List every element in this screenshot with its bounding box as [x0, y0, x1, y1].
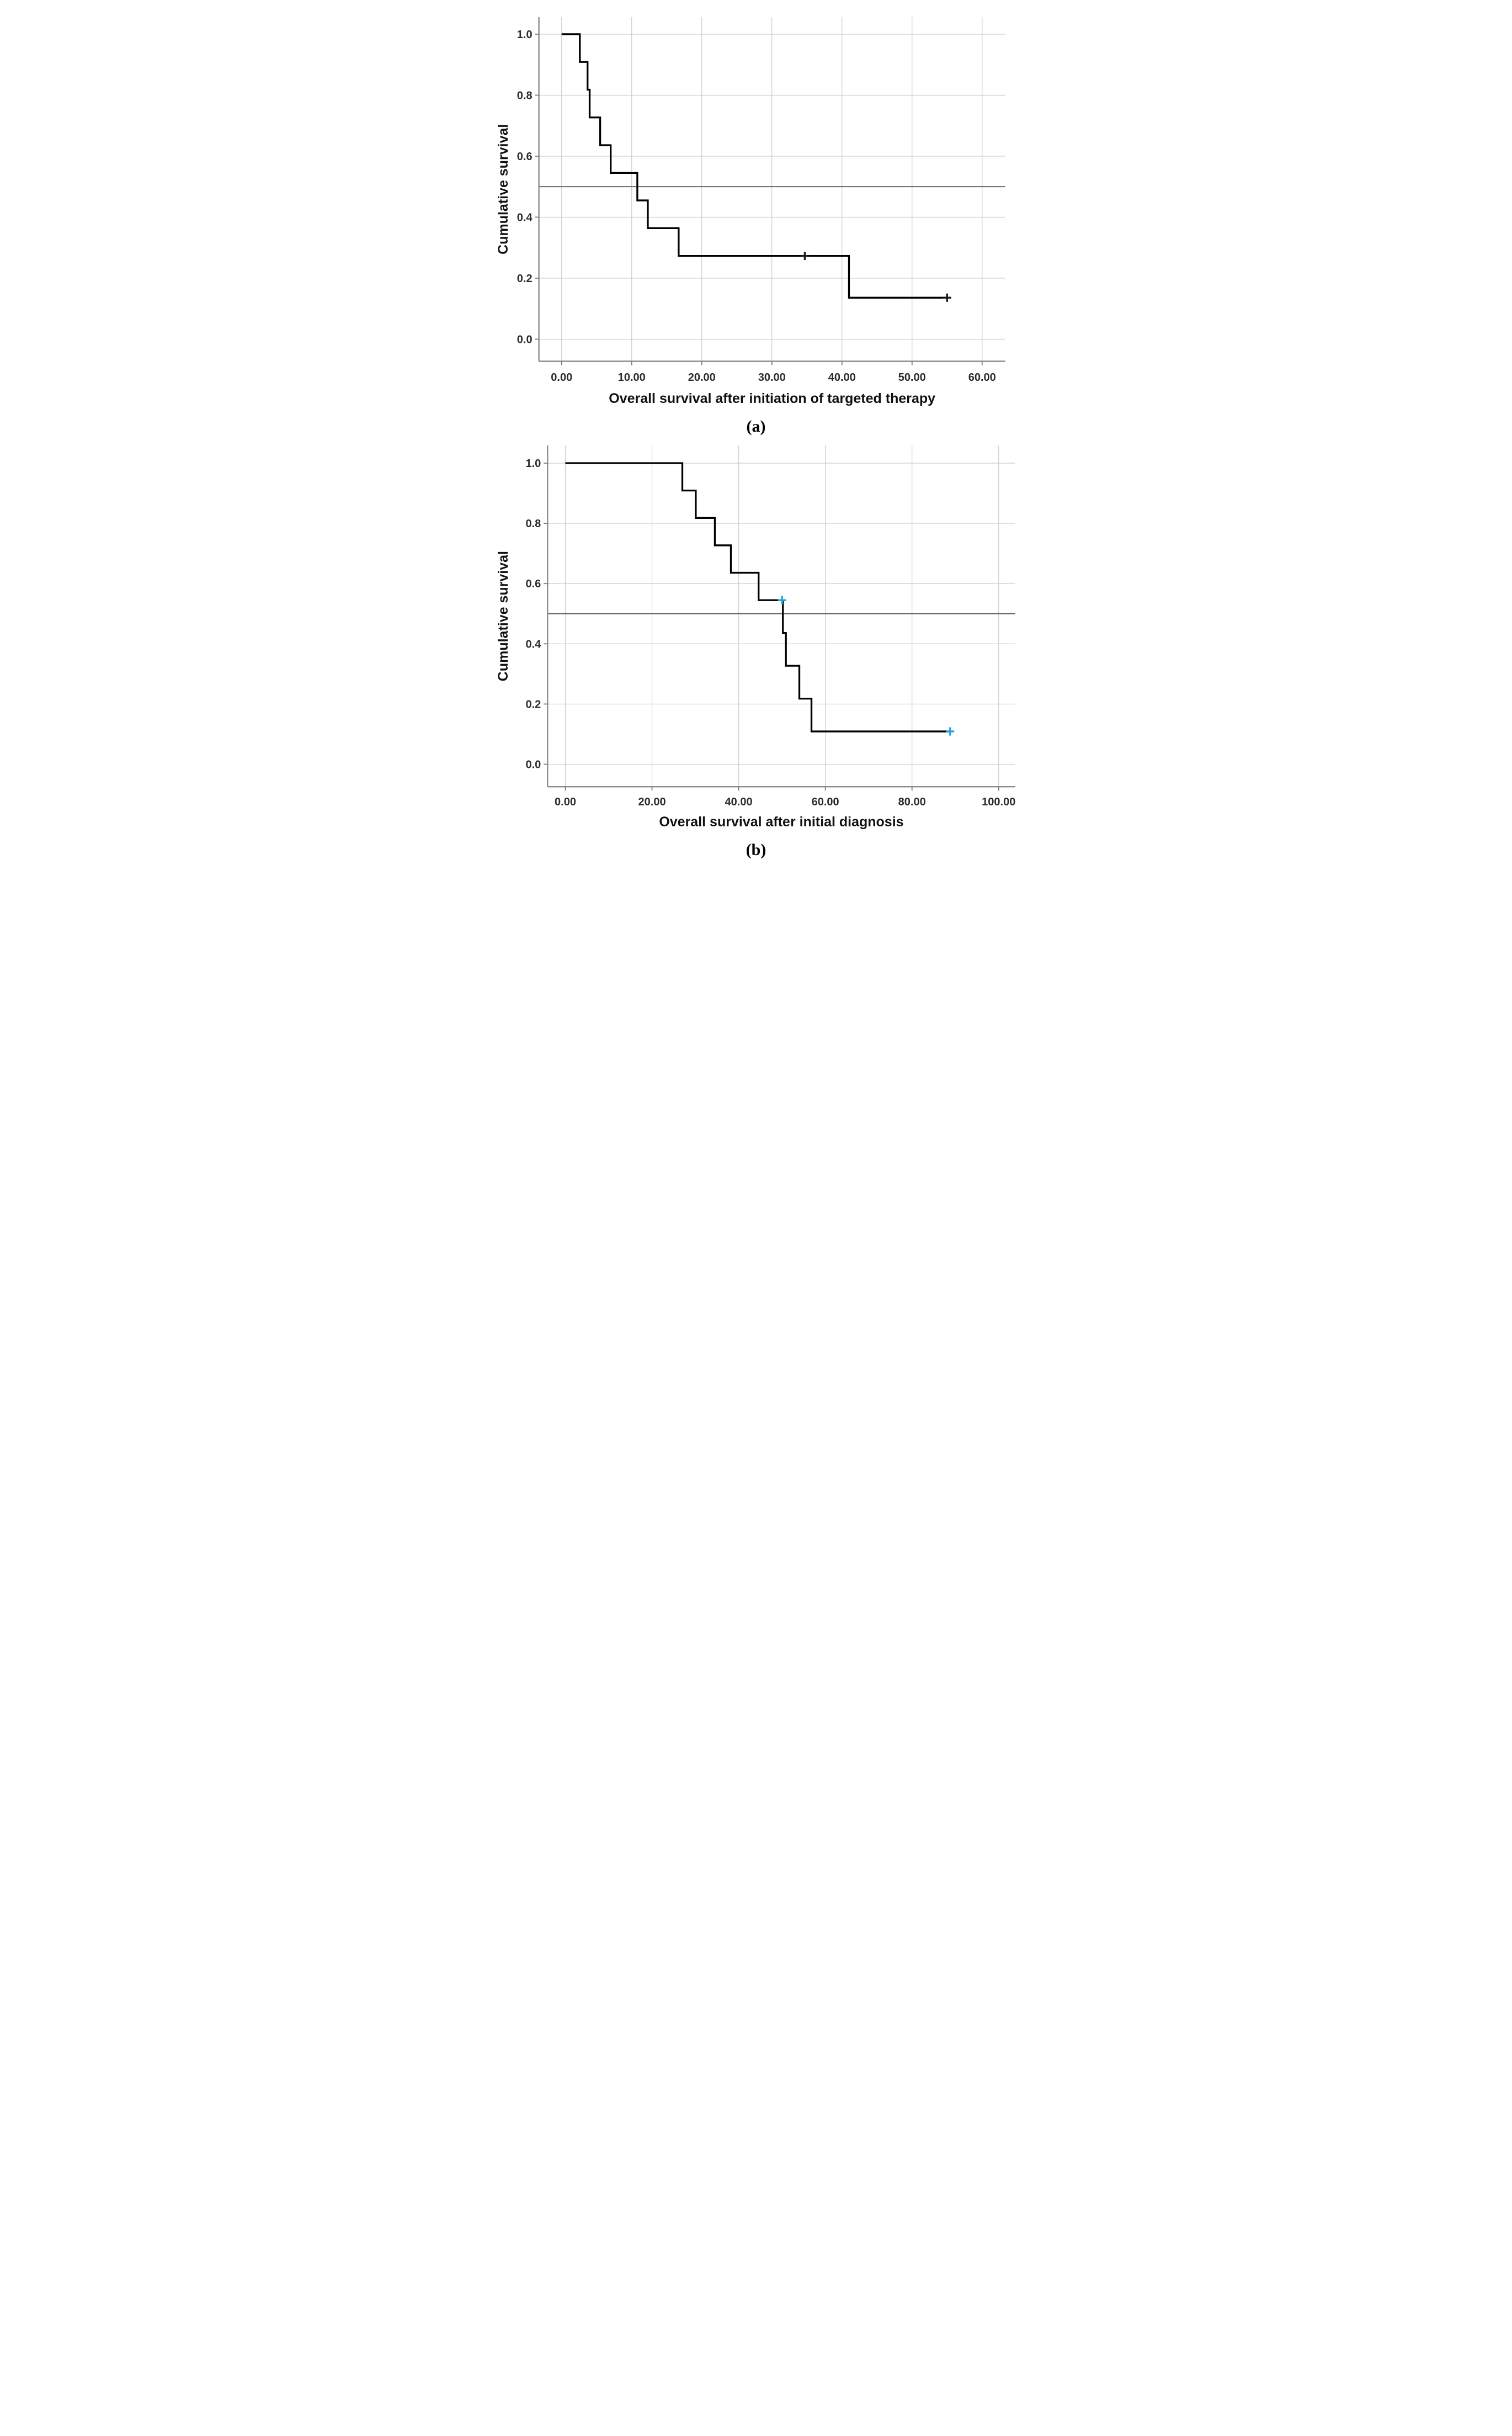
survival-step-curve	[565, 462, 950, 733]
survival-step-curve	[561, 33, 949, 299]
x-tick-label: 50.00	[898, 371, 926, 384]
km-panel-a: 0.00 10.00 20.00 30.00 40.00 50.00 60.00 1.0 0.8…	[486, 0, 1026, 444]
censor-mark	[943, 293, 951, 302]
y-tick-label: 0.6	[525, 578, 541, 590]
x-tick-label: 20.00	[638, 796, 666, 808]
y-tick-label: 1.0	[525, 458, 541, 470]
x-tick-label: 30.00	[758, 371, 786, 384]
y-axis-title: Cumulative survival	[496, 124, 511, 254]
y-tick-label: 0.0	[525, 759, 541, 771]
x-axis-title: Overall survival after initiation of tar…	[609, 391, 935, 406]
censor-mark	[946, 727, 955, 736]
y-tick-label: 0.0	[517, 333, 533, 346]
y-axis-title: Cumulative survival	[496, 551, 511, 681]
y-tick-label: 0.2	[525, 698, 541, 710]
km-panel-b: 0.00 20.00 40.00 60.00 80.00 100.00 1.0 0.8 0.6 0…	[486, 444, 1026, 871]
y-tick-label: 0.8	[517, 89, 533, 102]
x-tick-label: 60.00	[812, 796, 839, 808]
x-tick-label: 0.00	[551, 371, 572, 384]
y-tick-label: 0.4	[525, 638, 541, 650]
y-tick-label: 0.8	[525, 518, 541, 530]
x-tick-label: 40.00	[725, 796, 753, 808]
km-chart-b-svg: 0.00 20.00 40.00 60.00 80.00 100.00 1.0 0.8 0.6 0…	[496, 445, 1015, 859]
x-tick-label: 10.00	[618, 371, 646, 384]
panel-label: (a)	[747, 417, 766, 436]
x-axis-title: Overall survival after initial diagnosis	[659, 814, 903, 830]
y-tick-label: 0.4	[517, 211, 533, 224]
x-tick-label: 0.00	[555, 796, 576, 808]
figure-page: 0.00 10.00 20.00 30.00 40.00 50.00 60.00 1.0 0.8…	[486, 0, 1026, 871]
x-tick-label: 40.00	[828, 371, 856, 384]
censor-mark	[778, 596, 786, 604]
y-tick-label: 1.0	[517, 29, 533, 41]
km-chart-a-svg: 0.00 10.00 20.00 30.00 40.00 50.00 60.00 1.0 0.8…	[496, 17, 1005, 436]
x-tick-label: 100.00	[982, 796, 1015, 808]
panel-label: (b)	[746, 841, 766, 859]
y-tick-label: 0.2	[517, 273, 533, 285]
x-tick-label: 20.00	[688, 371, 716, 384]
x-tick-label: 60.00	[968, 371, 996, 384]
y-tick-label: 0.6	[517, 151, 533, 163]
x-tick-label: 80.00	[898, 796, 926, 808]
censor-mark	[800, 252, 809, 261]
